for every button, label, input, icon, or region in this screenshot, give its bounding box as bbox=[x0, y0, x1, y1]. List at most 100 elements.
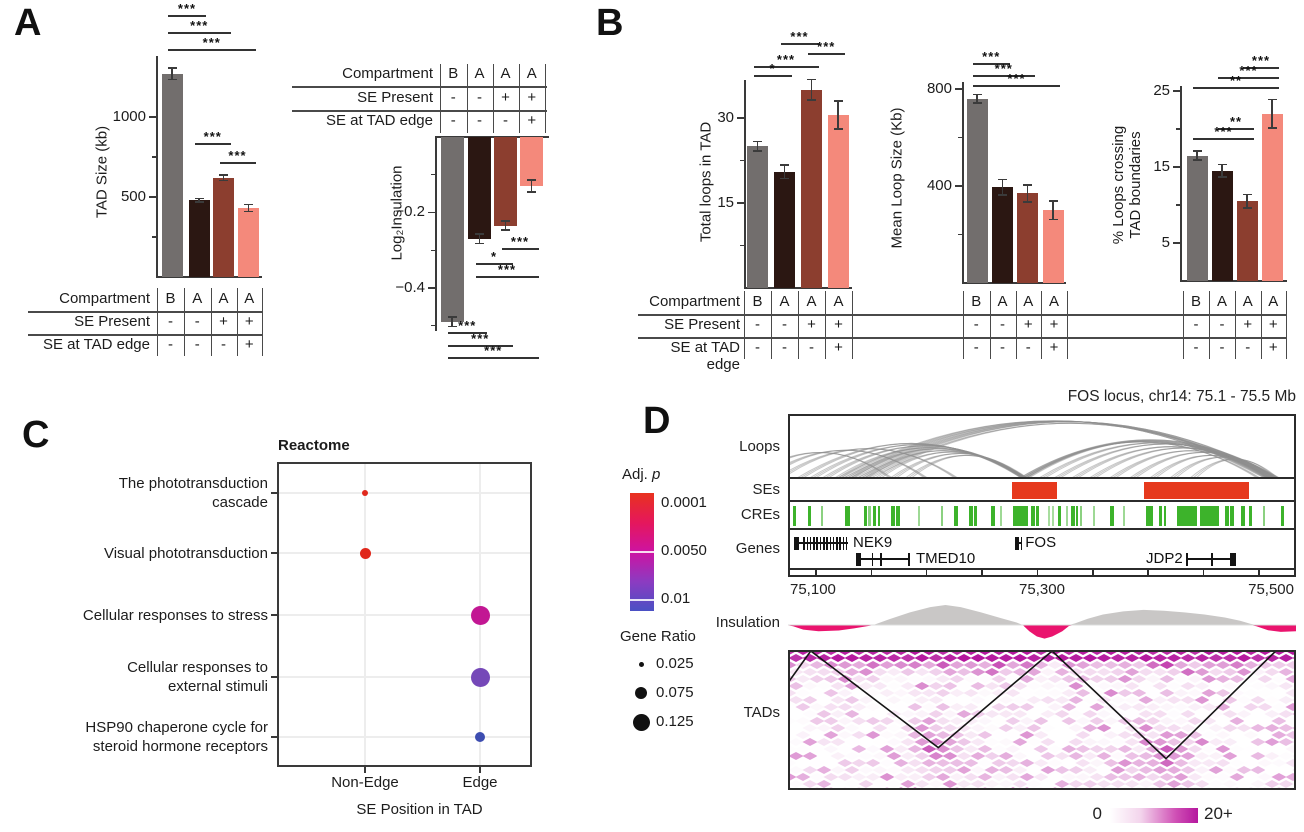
axis-tick bbox=[1258, 569, 1260, 577]
sig-label: *** bbox=[510, 234, 530, 249]
table-divider bbox=[262, 288, 264, 356]
cre-tick bbox=[1075, 506, 1079, 526]
y-tick bbox=[1173, 166, 1180, 168]
cre-tick bbox=[821, 506, 824, 526]
sig-line bbox=[195, 143, 231, 145]
x-tick-label: Non-Edge bbox=[331, 774, 399, 791]
table-cell: A bbox=[218, 290, 229, 307]
error-bar bbox=[530, 179, 533, 193]
panel-a-label: A bbox=[14, 2, 42, 44]
y-tick-label: 500 bbox=[120, 188, 146, 205]
category-label: Visual phototransduction bbox=[103, 544, 268, 562]
table-cell: - bbox=[450, 89, 456, 106]
cre-tick bbox=[973, 506, 977, 526]
table-cell: - bbox=[1193, 339, 1199, 356]
x-axis bbox=[962, 282, 1066, 284]
colorbar-gradient bbox=[1110, 808, 1198, 823]
error-bar-cap bbox=[1217, 176, 1227, 178]
table-row-label: SE at TAD edge bbox=[670, 339, 740, 373]
y-axis bbox=[156, 56, 158, 277]
error-bar-cap bbox=[167, 78, 177, 81]
gene-label: TMED10 bbox=[916, 550, 976, 567]
error-bar-cap bbox=[1242, 193, 1252, 196]
error-bar bbox=[1001, 179, 1004, 195]
sig-line bbox=[973, 75, 1035, 77]
y-tick bbox=[271, 552, 277, 554]
gene-label: NEK9 bbox=[853, 534, 893, 551]
gene-exon bbox=[819, 536, 822, 550]
table-cell: - bbox=[782, 316, 787, 333]
y-minor-tick bbox=[431, 249, 435, 251]
error-bar-cap bbox=[1048, 218, 1058, 221]
sig-line bbox=[501, 248, 539, 250]
error-bar bbox=[1196, 151, 1198, 161]
error-bar-cap bbox=[194, 201, 204, 203]
error-bar-cap bbox=[807, 78, 816, 81]
table-divider bbox=[210, 288, 212, 356]
table-cell: - bbox=[194, 336, 200, 353]
error-bar bbox=[504, 221, 507, 231]
track-label: Insulation bbox=[715, 614, 780, 631]
sig-label: *** bbox=[982, 49, 1001, 64]
table-divider bbox=[825, 291, 827, 359]
sig-label: *** bbox=[776, 52, 796, 67]
table-cell: - bbox=[1000, 316, 1005, 333]
gene-exon bbox=[1015, 536, 1019, 550]
table-cell: A bbox=[474, 65, 485, 82]
track-separator bbox=[790, 528, 1294, 530]
table-divider bbox=[1015, 291, 1017, 359]
sig-line bbox=[1218, 128, 1254, 130]
error-bar-cap bbox=[972, 93, 982, 96]
table-cell: - bbox=[194, 313, 200, 330]
table-cell: - bbox=[1000, 339, 1005, 356]
cre-tick bbox=[1048, 506, 1051, 526]
gene-exon bbox=[1020, 536, 1023, 550]
error-bar-cap bbox=[807, 99, 816, 101]
cre-tick bbox=[1092, 506, 1095, 526]
gene-exon bbox=[829, 536, 832, 550]
table-divider bbox=[492, 64, 494, 133]
error-bar bbox=[810, 79, 813, 100]
y-axis-title: TAD Size (kb) bbox=[93, 125, 111, 219]
table-cell: - bbox=[1219, 316, 1225, 333]
cre-tick bbox=[845, 506, 850, 526]
axis-label-mid: 75,300 bbox=[1019, 581, 1065, 598]
gene-body bbox=[1015, 542, 1023, 544]
bar bbox=[188, 200, 210, 277]
x-axis bbox=[435, 136, 549, 138]
cre-tick bbox=[991, 506, 996, 526]
gene-exon bbox=[832, 536, 835, 550]
loops-track bbox=[790, 420, 1279, 477]
gene-exon bbox=[806, 536, 809, 550]
error-bar bbox=[478, 233, 481, 244]
tads-heatmap bbox=[789, 651, 1295, 789]
gridline-h bbox=[279, 736, 530, 738]
table-divider bbox=[1209, 291, 1211, 359]
table-cell: A bbox=[1048, 293, 1059, 310]
table-cell: - bbox=[168, 336, 173, 353]
colorbar-min-label: 0 bbox=[1092, 804, 1102, 823]
error-bar bbox=[1246, 194, 1248, 209]
cre-tick bbox=[1146, 506, 1151, 526]
gridline-h bbox=[279, 552, 530, 554]
table-cell: + bbox=[527, 112, 537, 129]
error-bar bbox=[837, 100, 839, 130]
error-bar bbox=[222, 174, 225, 181]
axis-label-start: 75,100 bbox=[790, 581, 836, 598]
cre-tick bbox=[1031, 506, 1035, 526]
y-tick-label: 15 bbox=[717, 193, 734, 211]
table-divider bbox=[157, 288, 159, 356]
y-tick bbox=[149, 196, 156, 198]
sig-label: *** bbox=[1007, 71, 1026, 86]
bar bbox=[992, 187, 1013, 283]
table-line bbox=[292, 110, 547, 112]
y-tick bbox=[271, 614, 277, 616]
legend-size-dot bbox=[632, 713, 650, 731]
category-label: HSP90 chaperone cycle for steroid hormon… bbox=[85, 719, 268, 755]
sig-label: *** bbox=[817, 39, 836, 54]
table-cell: A bbox=[244, 290, 255, 307]
legend-gradient-notch bbox=[630, 551, 654, 553]
y-tick bbox=[149, 116, 156, 118]
gene-body bbox=[855, 558, 910, 560]
error-bar bbox=[247, 204, 250, 212]
